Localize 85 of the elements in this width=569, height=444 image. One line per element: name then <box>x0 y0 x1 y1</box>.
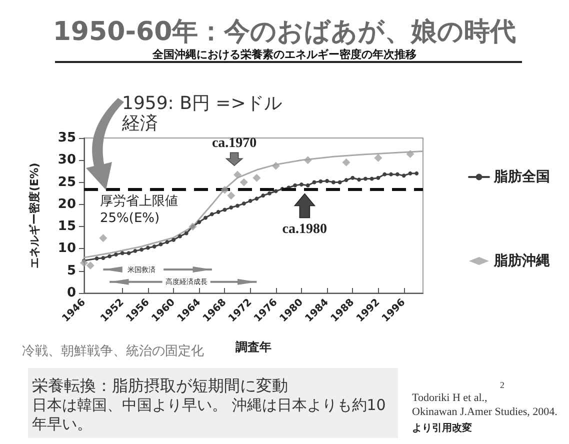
y-axis-title: エネルギー密度(E%) <box>28 162 41 268</box>
point <box>229 206 234 210</box>
point <box>220 186 229 194</box>
point <box>293 183 298 188</box>
text: 冷戦、朝鮮戦争、統治の固定化 <box>22 343 204 360</box>
point <box>114 252 118 256</box>
point <box>242 202 246 206</box>
y-tick-label: 30 <box>58 152 76 168</box>
point <box>382 172 387 176</box>
point <box>272 162 280 170</box>
annotation: ca.1980 <box>281 222 328 238</box>
point <box>248 198 252 203</box>
point <box>108 254 112 258</box>
text: 2 <box>500 380 504 390</box>
text: 日本は韓国、中国より早い。 沖縄は日本よりも約10年早い。 <box>32 396 387 434</box>
point <box>197 220 202 224</box>
point <box>406 150 414 158</box>
point <box>152 244 156 248</box>
point <box>101 256 106 260</box>
point <box>306 183 310 188</box>
point <box>395 172 400 176</box>
y-tick-label: 25 <box>58 174 76 190</box>
point <box>227 192 236 200</box>
point <box>267 191 272 196</box>
point <box>304 156 312 164</box>
point <box>146 246 150 250</box>
point <box>252 174 261 182</box>
point <box>261 194 266 198</box>
point <box>172 238 176 242</box>
point <box>94 256 99 260</box>
point <box>126 251 131 256</box>
point <box>210 212 214 216</box>
point <box>254 196 259 201</box>
chart-subtitle: 全国沖縄における栄養素のエネルギー密度の年次推移 <box>152 48 416 61</box>
point <box>240 178 248 186</box>
text: 栄養転換：脂肪摂取が短期間に変動 <box>32 376 288 397</box>
point <box>299 182 304 186</box>
point <box>325 178 330 183</box>
point <box>402 174 406 178</box>
point <box>357 178 362 182</box>
point <box>350 176 355 180</box>
legend-label: 脂肪全国 <box>493 168 550 185</box>
point <box>184 231 188 236</box>
point <box>374 154 382 162</box>
point <box>120 251 124 256</box>
point <box>158 242 163 246</box>
point <box>133 248 138 253</box>
point <box>236 204 240 208</box>
annotation: ca.1970 <box>210 136 258 152</box>
y-tick-label: 20 <box>58 196 76 212</box>
point <box>389 172 394 176</box>
x-axis-title: 調査年 <box>234 340 272 354</box>
chart-title: 1950-60年：今のおばあが、娘の時代 <box>52 17 516 47</box>
y-tick-label: 35 <box>58 130 76 146</box>
point <box>338 180 342 184</box>
point <box>140 248 144 252</box>
point <box>312 180 316 184</box>
point <box>86 262 94 270</box>
point <box>80 258 88 267</box>
point <box>178 234 182 238</box>
point <box>370 176 374 181</box>
point <box>274 189 278 194</box>
point <box>216 210 220 214</box>
point <box>165 240 170 244</box>
ref-line-label: 厚労省上限値 25%(E%) <box>100 194 178 226</box>
text: より引用改変 <box>412 421 472 435</box>
y-tick-label: 0 <box>66 286 76 300</box>
point <box>331 180 336 184</box>
point <box>234 170 242 179</box>
y-tick-label: 10 <box>58 241 76 256</box>
text: Todoriki H et al., Okinawan J.Amer Studies, 2004. <box>412 391 558 419</box>
point <box>204 216 208 220</box>
point <box>363 176 368 181</box>
text: 1959: B円 =>ドル経済 <box>122 93 283 134</box>
point <box>99 234 108 242</box>
point <box>222 208 227 212</box>
y-tick-label: 5 <box>66 263 76 278</box>
legend-label: 脂肪沖縄 <box>493 252 550 269</box>
y-tick-label: 15 <box>58 219 76 234</box>
point <box>342 158 350 166</box>
point <box>344 178 348 182</box>
point <box>408 171 412 176</box>
point <box>414 171 419 176</box>
point <box>376 176 380 180</box>
point <box>318 179 323 184</box>
